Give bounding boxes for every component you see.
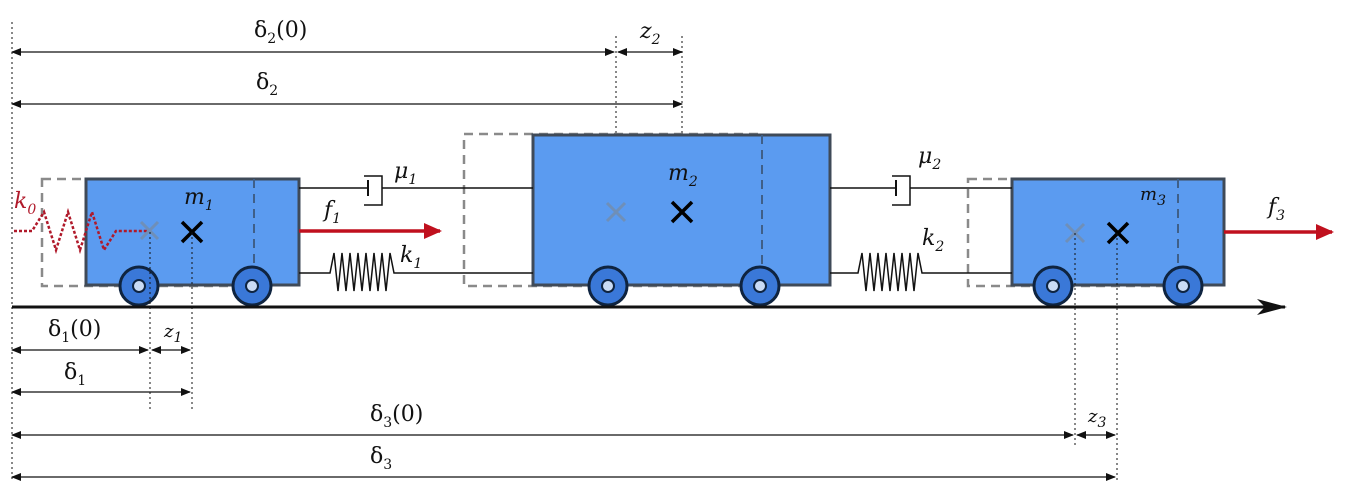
wheel-icon bbox=[1162, 265, 1204, 307]
faded-x-mark-icon bbox=[139, 220, 160, 241]
damper-mu2 bbox=[830, 175, 1012, 206]
faded-x-mark-icon bbox=[605, 201, 627, 223]
label-z1: z1 bbox=[163, 321, 182, 346]
label-z2: z2 bbox=[639, 19, 661, 48]
label-k2: k2 bbox=[922, 226, 944, 255]
x-mark-icon bbox=[670, 200, 694, 224]
label-delta2-0: δ2(0) bbox=[254, 18, 307, 47]
label-mu1: μ1 bbox=[394, 159, 417, 188]
label-delta3-0: δ3(0) bbox=[370, 402, 423, 431]
wheel-icon bbox=[587, 265, 629, 307]
label-k0: k0 bbox=[14, 189, 36, 218]
wall-spring-k0 bbox=[14, 207, 148, 255]
label-z3: z3 bbox=[1087, 406, 1106, 431]
label-delta1-0: δ1(0) bbox=[48, 317, 101, 346]
damper-mu1 bbox=[299, 175, 533, 206]
label-delta1: δ1 bbox=[64, 360, 86, 389]
label-f3: f3 bbox=[1266, 195, 1285, 224]
wheel-icon bbox=[1032, 265, 1074, 307]
label-delta2: δ2 bbox=[256, 70, 278, 99]
spring-k2 bbox=[830, 252, 1012, 292]
label-m1: m1 bbox=[184, 185, 214, 214]
label-mu2: μ2 bbox=[918, 144, 941, 173]
wheel-icon bbox=[118, 265, 160, 307]
wheel-icon bbox=[739, 265, 781, 307]
spring-k1 bbox=[299, 252, 533, 292]
label-f1: f1 bbox=[322, 198, 341, 227]
wheel-icon bbox=[231, 265, 273, 307]
label-delta3: δ3 bbox=[370, 444, 392, 473]
label-m3: m3 bbox=[1140, 184, 1166, 209]
x-mark-icon bbox=[1106, 221, 1130, 245]
label-k1: k1 bbox=[400, 243, 422, 272]
label-m2: m2 bbox=[668, 161, 698, 190]
